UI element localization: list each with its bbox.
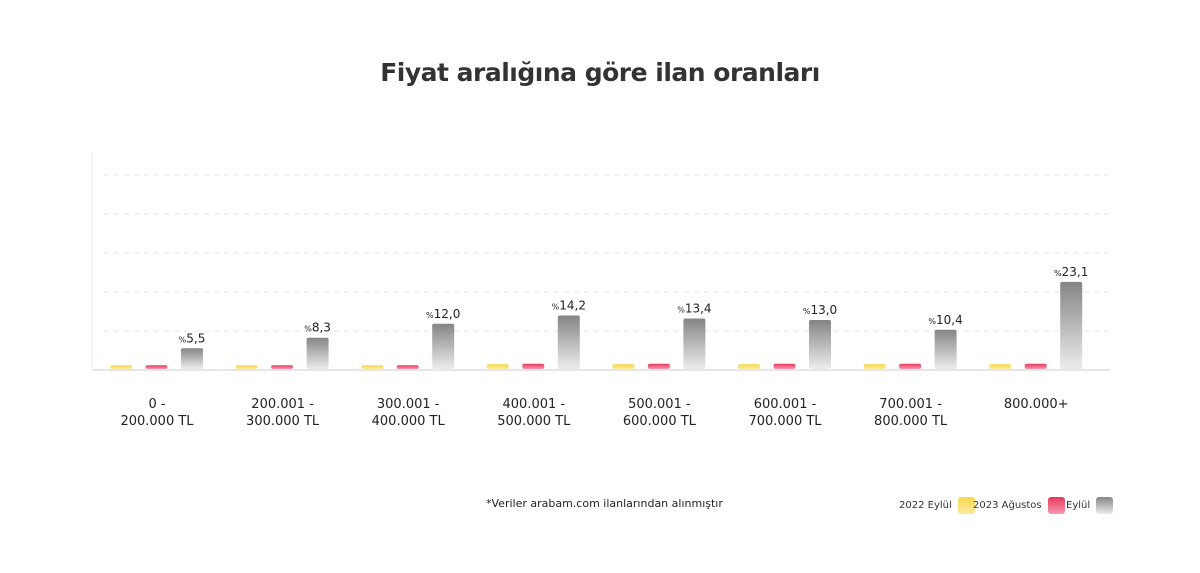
legend-label: Eylül [1066,500,1091,511]
x-tick-label-line: 800.000 TL [874,414,948,429]
bar-2022-eylül [110,365,132,369]
x-tick-label: 400.001 - 500.000 TL [469,396,599,430]
data-label: %12,0 [426,307,460,321]
data-label: %8,3 [304,321,331,335]
x-tick-label-line: 700.001 - [879,397,942,412]
x-tick-label: 600.001 - 700.000 TL [720,396,850,430]
chart-title: Fiyat aralığına göre ilan oranları [380,58,820,87]
legend-swatch [1096,497,1114,514]
legend-label: 2023 Ağustos [973,500,1042,511]
bar-eylül [683,318,706,369]
bar-eylül [1060,281,1083,369]
x-tick-label: 800.000+ [971,396,1101,413]
bar-2022-eylül [486,364,509,369]
bar-2023-ağustos [773,363,796,369]
legend-item-eylul: Eylül [1066,497,1114,514]
bar-2022-eylül [235,365,258,369]
bar-eylül [934,329,957,369]
bar-2023-ağustos [1024,363,1047,369]
bar-2022-eylül [738,364,760,369]
x-tick-label-line: 300.001 - [376,397,440,412]
x-tick-label-line: 700.000 TL [748,414,822,429]
x-tick-label-line: 800.000+ [1003,397,1069,412]
bar-eylül [306,337,329,369]
bar-eylül [557,315,580,369]
x-tick-label: 700.001 - 800.000 TL [846,396,976,430]
bar-2022-eylül [612,364,635,369]
x-tick-label-line: 400.001 - [502,397,566,412]
x-tick-label-line: 200.001 - [251,397,314,412]
legend-swatch [957,497,975,514]
bar-2023-ağustos [145,365,168,369]
bar-2023-ağustos [522,363,545,369]
legend-label: 2022 Eylül [899,500,952,511]
data-label: %13,0 [803,303,837,317]
bar-2023-ağustos [899,363,922,369]
x-tick-label-line: 300.000 TL [246,414,320,429]
bar-2022-eylül [989,364,1012,369]
bar-2023-ağustos [396,365,419,369]
x-tick-label: 200.001 - 300.000 TL [218,396,348,430]
legend-item-2023-agustos: 2023 Ağustos [973,497,1065,514]
bar-eylül [181,348,203,369]
legend-swatch [1047,497,1065,514]
x-tick-label-line: 600.001 - [753,397,817,412]
bar-eylül [432,323,455,369]
data-label: %14,2 [552,298,586,312]
data-label: %23,1 [1054,265,1088,279]
x-tick-label-line: 500.000 TL [497,414,571,429]
bar-2023-ağustos [647,363,670,369]
x-tick-label: 500.001 - 600.000 TL [594,396,724,430]
source-note: *Veriler arabam.com ilanlarından alınmış… [486,497,723,510]
x-tick-label-line: 200.000 TL [120,414,194,429]
bar-2022-eylül [361,365,384,369]
data-label: %13,4 [677,301,711,315]
bar-2023-ağustos [271,365,294,369]
x-tick-label: 0 - 200.000 TL [92,396,222,430]
x-tick-label-line: 0 - [148,397,166,412]
legend-item-2022-eylul: 2022 Eylül [899,497,975,514]
x-tick-label-line: 500.001 - [628,397,691,412]
bar-eylül [809,319,831,369]
data-label: %10,4 [928,313,962,327]
x-tick-label: 300.001 - 400.000 TL [343,396,473,430]
x-tick-label-line: 600.000 TL [622,414,696,429]
bar-2022-eylül [863,364,886,369]
x-tick-label-line: 400.000 TL [371,414,445,429]
data-label: %5,5 [179,331,206,345]
